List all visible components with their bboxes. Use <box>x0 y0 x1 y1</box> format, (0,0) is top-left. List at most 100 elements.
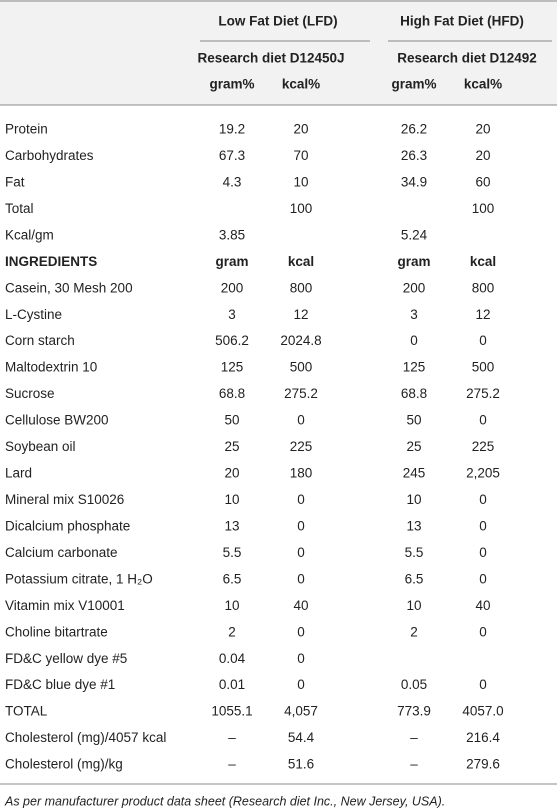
row-label: Corn starch <box>5 333 75 348</box>
cell: 10 <box>224 492 239 507</box>
cell: 2 <box>228 624 236 639</box>
cell: 0.04 <box>219 651 246 666</box>
row-label: L-Cystine <box>5 307 62 322</box>
cell: – <box>410 757 418 772</box>
cell: 225 <box>290 439 313 454</box>
row-label: Maltodextrin 10 <box>5 360 97 375</box>
cell: 216.4 <box>466 730 500 745</box>
row-label: Cellulose BW200 <box>5 413 109 428</box>
cell: 54.4 <box>288 730 315 745</box>
cell: 3 <box>410 307 418 322</box>
cell: 5.5 <box>405 545 424 560</box>
cell: 0 <box>297 545 305 560</box>
cell: 3.85 <box>219 227 245 242</box>
cell: 25 <box>224 439 239 454</box>
cell: 180 <box>290 466 313 481</box>
diet-header: Research diet D12450J <box>197 51 344 66</box>
cell: 0 <box>479 545 487 560</box>
cell: 0.01 <box>219 677 245 692</box>
footnote: As per manufacturer product data sheet (… <box>4 794 445 808</box>
cell: 0 <box>479 518 487 533</box>
cell: 0 <box>297 571 305 586</box>
cell: 68.8 <box>219 386 245 401</box>
cell: 10 <box>224 598 239 613</box>
cell: 0 <box>297 677 305 692</box>
cell: 0 <box>297 492 305 507</box>
row-label: Kcal/gm <box>5 227 54 242</box>
row-label: Fat <box>5 174 25 189</box>
cell: 13 <box>224 518 239 533</box>
cell: 2 <box>410 624 418 639</box>
cell: 225 <box>472 439 495 454</box>
row-label: Calcium carbonate <box>5 545 118 560</box>
row-label: Soybean oil <box>5 439 76 454</box>
cell: 0 <box>479 571 487 586</box>
row-label: Cholesterol (mg)/4057 kcal <box>5 730 166 745</box>
cell: 0 <box>297 518 305 533</box>
cell: 50 <box>406 413 421 428</box>
group-header: High Fat Diet (HFD) <box>400 14 524 29</box>
cell: 34.9 <box>401 174 427 189</box>
cell: 20 <box>224 466 239 481</box>
row-label: FD&C blue dye #1 <box>5 677 115 692</box>
cell: 275.2 <box>284 386 318 401</box>
cell: 67.3 <box>219 148 245 163</box>
cell: 26.2 <box>401 122 427 137</box>
row-label: Mineral mix S10026 <box>5 492 124 507</box>
row-label: Carbohydrates <box>5 148 94 163</box>
cell: 26.3 <box>401 148 427 163</box>
cell: 10 <box>406 598 421 613</box>
cell: 0.05 <box>401 677 427 692</box>
row-label: Potassium citrate, 1 H₂O <box>5 571 153 586</box>
cell: 6.5 <box>223 571 242 586</box>
cell: 125 <box>403 360 426 375</box>
header-bg <box>0 0 557 105</box>
cell: 20 <box>475 122 490 137</box>
cell: 68.8 <box>401 386 427 401</box>
cell: 50 <box>224 413 239 428</box>
cell: 500 <box>472 360 495 375</box>
group-header: Low Fat Diet (LFD) <box>218 14 337 29</box>
cell: 51.6 <box>288 757 314 772</box>
cell: 800 <box>290 280 313 295</box>
cell: 0 <box>479 677 487 692</box>
row-label: Total <box>5 201 34 216</box>
cell: 4057.0 <box>462 704 503 719</box>
unit-header: kcal% <box>464 77 502 92</box>
cell: 40 <box>475 598 490 613</box>
cell: 25 <box>406 439 421 454</box>
cell: 3 <box>228 307 236 322</box>
cell: 0 <box>410 333 418 348</box>
unit-header: gram% <box>391 77 436 92</box>
cell: 5.5 <box>223 545 242 560</box>
cell: 2,205 <box>466 466 500 481</box>
cell: 200 <box>403 280 426 295</box>
unit-header: kcal% <box>282 77 320 92</box>
row-label: TOTAL <box>5 704 48 719</box>
cell: 20 <box>293 122 308 137</box>
cell: 100 <box>290 201 313 216</box>
cell: 12 <box>475 307 490 322</box>
cell: kcal <box>288 254 314 269</box>
cell: 773.9 <box>397 704 431 719</box>
cell: 506.2 <box>215 333 249 348</box>
cell: 125 <box>221 360 244 375</box>
cell: kcal <box>470 254 496 269</box>
cell: 0 <box>297 624 305 639</box>
cell: 0 <box>479 492 487 507</box>
cell: 800 <box>472 280 495 295</box>
cell: 2024.8 <box>280 333 321 348</box>
cell: 19.2 <box>219 122 245 137</box>
row-label: Vitamin mix V10001 <box>5 598 125 613</box>
cell: 0 <box>479 413 487 428</box>
row-label: FD&C yellow dye #5 <box>5 651 127 666</box>
row-label: INGREDIENTS <box>5 254 97 269</box>
cell: 500 <box>290 360 313 375</box>
cell: 275.2 <box>466 386 500 401</box>
cell: 13 <box>406 518 421 533</box>
cell: 200 <box>221 280 244 295</box>
cell: – <box>410 730 418 745</box>
cell: 0 <box>297 413 305 428</box>
cell: 10 <box>406 492 421 507</box>
cell: gram <box>215 254 248 269</box>
